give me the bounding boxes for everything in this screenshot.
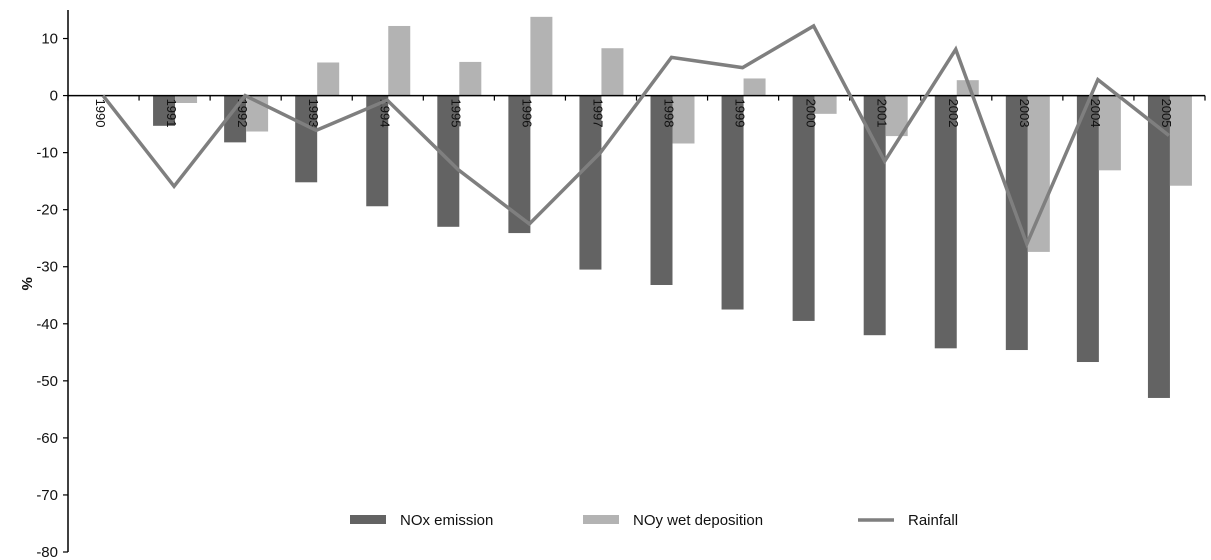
legend-label-rainfall: Rainfall: [908, 512, 958, 529]
category-label-2002: 2002: [946, 99, 961, 128]
category-label-1991: 1991: [164, 99, 179, 128]
legend-label-noy-wet-deposition: NOy wet deposition: [633, 512, 763, 529]
bar-nox-emission-2002: [934, 95, 957, 349]
bar-noy-wet-deposition-1995: [459, 61, 482, 96]
category-label-2003: 2003: [1017, 99, 1032, 128]
y-tick-label: -10: [36, 145, 58, 162]
category-label-2005: 2005: [1159, 99, 1174, 128]
category-labels: 1990 1991 1992 1993 1994 1995 1996 1997 1998 1999…: [93, 99, 1174, 128]
bar-noy-wet-deposition-2003: [1027, 95, 1050, 252]
y-axis-label: %: [18, 277, 35, 290]
y-tick-label: -20: [36, 202, 58, 219]
y-tick-label: -30: [36, 259, 58, 276]
bar-noy-wet-deposition-2001: [885, 95, 908, 137]
category-label-1996: 1996: [519, 99, 534, 128]
category-label-1998: 1998: [662, 99, 677, 128]
y-tick-label: 0: [50, 88, 58, 105]
rainfall-line-group: [101, 23, 1171, 249]
category-label-1999: 1999: [733, 99, 748, 128]
bar-nox-emission-1999: [721, 95, 744, 310]
bar-noy-wet-deposition-1997: [601, 48, 624, 96]
y-tick-label: -70: [36, 487, 58, 504]
y-tick-label: -60: [36, 430, 58, 447]
bar-noy-wet-deposition-1999: [743, 78, 766, 96]
bar-noy-wet-deposition-2005: [1169, 95, 1192, 186]
bar-noy-wet-deposition-1996: [530, 16, 553, 96]
category-label-2000: 2000: [804, 99, 819, 128]
category-label-1994: 1994: [377, 99, 392, 128]
y-tick-label: -80: [36, 544, 58, 560]
bar-nox-emission-1997: [579, 95, 602, 270]
legend-label-nox-emission: NOx emission: [400, 512, 493, 529]
bar-nox-emission-2003: [1005, 95, 1028, 351]
legend-swatch-nox-emission: [350, 515, 386, 524]
bar-nox-emission-1993: [295, 95, 318, 183]
bar-noy-wet-deposition-2004: [1098, 95, 1121, 171]
bar-noy-wet-deposition-1998: [672, 95, 695, 144]
bar-nox-emission-2001: [863, 95, 886, 336]
y-axis: 10 0 -10 -20 -30 -40 -50 -60 -70 -80: [36, 10, 69, 560]
bar-nox-emission-1994: [366, 95, 389, 207]
category-label-1990: 1990: [93, 99, 108, 128]
y-tick-label: -50: [36, 373, 58, 390]
bars-group: [153, 16, 1192, 398]
legend: NOx emission NOy wet deposition Rainfall: [350, 512, 958, 529]
category-label-2001: 2001: [875, 99, 890, 128]
category-label-1997: 1997: [590, 99, 605, 128]
category-label-1995: 1995: [448, 99, 463, 128]
series-line-rainfall: [101, 23, 1171, 249]
bar-noy-wet-deposition-2002: [956, 80, 979, 96]
bar-noy-wet-deposition-1993: [317, 62, 340, 96]
category-label-1993: 1993: [306, 99, 321, 128]
bar-noy-wet-deposition-1994: [388, 25, 411, 96]
category-label-2004: 2004: [1088, 99, 1103, 128]
bar-noy-wet-deposition-1991: [175, 95, 198, 103]
bar-noy-wet-deposition-2000: [814, 95, 837, 114]
bar-nox-emission-2005: [1147, 95, 1170, 398]
legend-swatch-noy-wet-deposition: [583, 515, 619, 524]
bar-nox-emission-1996: [508, 95, 531, 234]
y-tick-label: 10: [41, 31, 58, 48]
bar-nox-emission-1991: [153, 95, 176, 126]
bar-nox-emission-2000: [792, 95, 815, 321]
bar-nox-emission-2004: [1076, 95, 1099, 363]
y-tick-label: -40: [36, 316, 58, 333]
bar-nox-emission-1992: [224, 95, 247, 143]
bar-nox-emission-1998: [650, 95, 673, 285]
